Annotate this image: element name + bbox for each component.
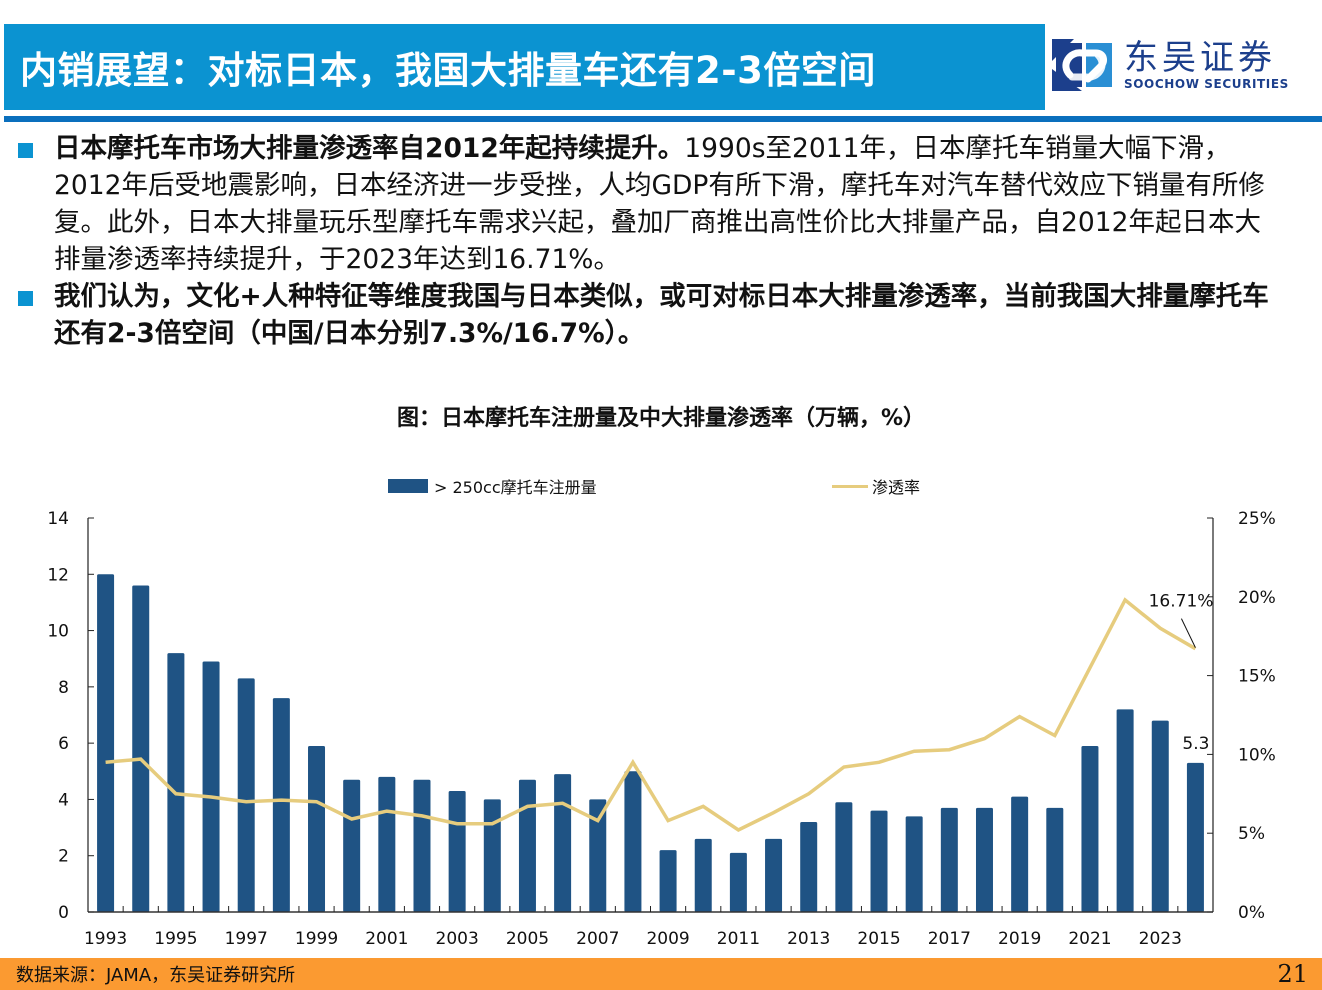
bar <box>518 779 536 912</box>
bar <box>448 790 466 912</box>
left-axis-tick: 10 <box>47 622 69 642</box>
bar <box>800 821 818 912</box>
right-axis-tick: 0% <box>1238 903 1265 923</box>
bar <box>237 678 255 912</box>
left-axis-tick: 0 <box>58 903 69 923</box>
bar <box>202 661 220 912</box>
x-axis-tick: 2015 <box>857 929 900 949</box>
x-axis-tick: 2003 <box>436 929 479 949</box>
bar <box>729 852 747 912</box>
left-axis-tick: 12 <box>47 565 69 585</box>
bar <box>483 799 501 912</box>
x-axis-tick: 1997 <box>225 929 268 949</box>
soochow-logo: 东吴证券 SOOCHOW SECURITIES <box>1052 30 1314 100</box>
bullet-list: 日本摩托车市场大排量渗透率自2012年起持续提升。1990s至2011年，日本摩… <box>16 130 1286 352</box>
annotation-16-71: 16.71% <box>1149 592 1214 612</box>
x-axis-tick: 2005 <box>506 929 549 949</box>
right-axis-tick: 15% <box>1238 667 1276 687</box>
bar <box>167 653 185 912</box>
bar <box>589 799 607 912</box>
bullet-1-bold: 日本摩托车市场大排量渗透率自2012年起持续提升。 <box>54 133 685 164</box>
left-axis-tick: 2 <box>58 847 69 867</box>
chart-plot-area: 0 2 4 6 8 10 12 14 0% 5% 10% 15% 20% 25% 1993 1995 1997 1… <box>47 509 1276 949</box>
left-axis-tick: 14 <box>47 509 69 529</box>
bar <box>1011 796 1029 912</box>
chart-title: 图：日本摩托车注册量及中大排量渗透率（万辆，%） <box>396 406 926 431</box>
x-axis-tick: 2007 <box>576 929 619 949</box>
bar <box>413 779 431 912</box>
bar <box>1046 807 1064 912</box>
bar <box>940 807 958 912</box>
x-axis-tick: 2013 <box>787 929 830 949</box>
bullet-square-icon <box>18 143 33 158</box>
x-axis-tick: 2019 <box>998 929 1041 949</box>
bar <box>1081 745 1099 912</box>
right-axis-tick: 5% <box>1238 824 1265 844</box>
bar <box>343 779 361 912</box>
left-axis-tick: 4 <box>58 790 69 810</box>
bar <box>659 850 677 912</box>
logo-chinese-name: 东吴证券 <box>1124 38 1276 78</box>
bar <box>765 838 783 912</box>
title-bar: 内销展望：对标日本，我国大排量车还有2-3倍空间 <box>4 24 1045 110</box>
legend-line-swatch <box>832 484 868 488</box>
data-source: 数据来源：JAMA，东吴证券研究所 <box>16 965 296 986</box>
footer-bar: 数据来源：JAMA，东吴证券研究所 21 <box>0 958 1322 990</box>
bar <box>975 807 993 912</box>
right-axis-tick: 25% <box>1238 509 1276 529</box>
legend-item-bar: > 250cc摩托车注册量 <box>388 474 597 498</box>
x-axis-tick: 2009 <box>646 929 689 949</box>
header-divider <box>4 116 1322 122</box>
bar <box>905 816 923 912</box>
bar <box>835 802 853 912</box>
page-title: 内销展望：对标日本，我国大排量车还有2-3倍空间 <box>20 49 876 92</box>
bar <box>272 698 290 912</box>
right-axis-tick: 20% <box>1238 588 1276 608</box>
bullet-item-1: 日本摩托车市场大排量渗透率自2012年起持续提升。1990s至2011年，日本摩… <box>16 130 1286 278</box>
legend-bar-swatch <box>388 479 428 493</box>
left-axis-tick: 8 <box>58 678 69 698</box>
x-axis-tick: 1995 <box>154 929 197 949</box>
bar <box>378 776 396 912</box>
x-axis-tick: 2021 <box>1068 929 1111 949</box>
x-axis-tick: 2011 <box>717 929 760 949</box>
logo-english-name: SOOCHOW SECURITIES <box>1124 77 1289 91</box>
bullet-square-icon <box>18 291 33 306</box>
right-axis-tick: 10% <box>1238 745 1276 765</box>
bar <box>308 745 326 912</box>
legend-bar-label: > 250cc摩托车注册量 <box>434 478 597 497</box>
bar <box>1116 709 1134 912</box>
bar <box>870 810 888 912</box>
bar <box>97 574 115 912</box>
penetration-line <box>105 597 1197 833</box>
bar <box>132 585 150 912</box>
legend-line-label: 渗透率 <box>872 478 921 497</box>
annotation-5-3: 5.3 <box>1182 734 1209 754</box>
page-number: 21 <box>1277 960 1308 988</box>
x-axis-tick: 2001 <box>365 929 408 949</box>
bar <box>1186 762 1204 912</box>
soochow-logo-icon <box>1052 39 1112 91</box>
bullet-2-bold: 我们认为，文化+人种特征等维度我国与日本类似，或可对标日本大排量渗透率，当前我国… <box>54 281 1269 349</box>
legend-item-line: 渗透率 <box>832 474 920 498</box>
x-axis-tick: 1993 <box>84 929 127 949</box>
x-axis-tick: 2017 <box>928 929 971 949</box>
chart-legend: > 250cc摩托车注册量 渗透率 <box>0 474 1322 498</box>
bullet-1-text: 1990s至2011年，日本摩托车销量大幅下滑，2012年后受地震影响，日本经济… <box>54 133 1265 275</box>
left-axis-tick: 6 <box>58 734 69 754</box>
bar <box>624 771 642 912</box>
bar <box>554 774 572 912</box>
bullet-item-2: 我们认为，文化+人种特征等维度我国与日本类似，或可对标日本大排量渗透率，当前我国… <box>16 278 1286 352</box>
x-axis-tick: 1999 <box>295 929 338 949</box>
bar <box>694 838 712 912</box>
bar <box>1151 720 1169 912</box>
x-axis-tick: 2023 <box>1139 929 1182 949</box>
